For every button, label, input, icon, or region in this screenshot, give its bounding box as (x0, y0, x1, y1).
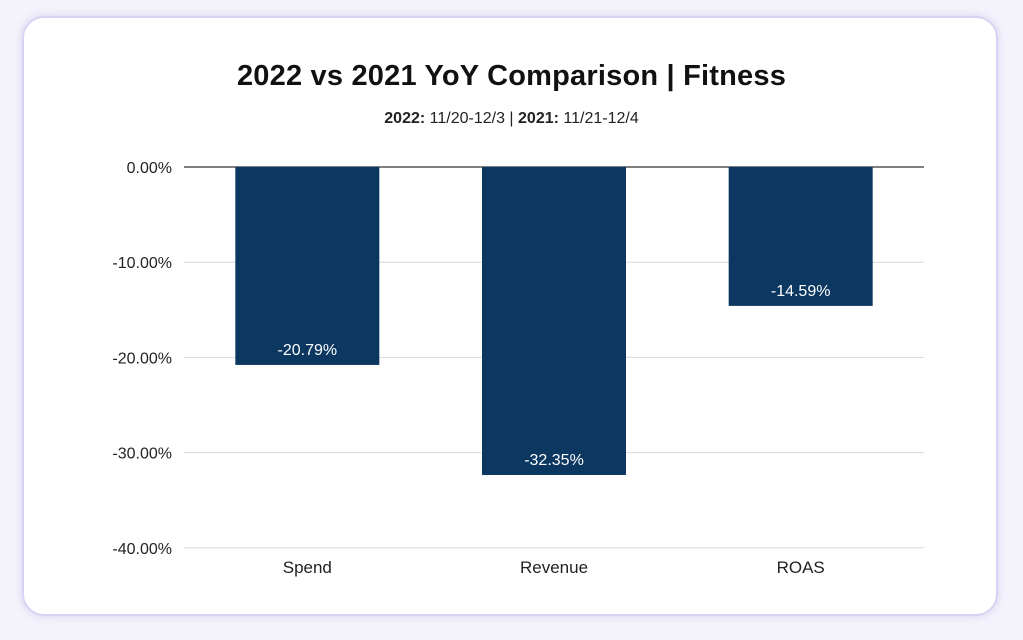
y-tick-label: -40.00% (112, 541, 172, 558)
x-category-label: ROAS (777, 558, 825, 577)
x-category-label: Revenue (520, 558, 588, 577)
bar-spend (235, 167, 380, 365)
data-label: -20.79% (278, 342, 338, 359)
bar-revenue (482, 167, 626, 475)
subtitle-range-2021: 11/21-12/4 (563, 110, 639, 127)
data-label: -14.59% (771, 283, 831, 300)
data-label: -32.35% (524, 452, 584, 469)
y-tick-label: -30.00% (112, 446, 172, 463)
subtitle-separator: | (509, 110, 514, 127)
subtitle-label-2022: 2022: (384, 110, 426, 127)
subtitle-label-2021: 2021: (518, 110, 559, 127)
y-tick-label: 0.00% (127, 160, 172, 177)
chart-subtitle: 2022: 11/20-12/3 | 2021: 11/21-12/4 (0, 110, 1023, 128)
y-tick-label: -20.00% (112, 350, 172, 367)
subtitle-range-2022: 11/20-12/3 (429, 110, 505, 127)
bar-roas (728, 167, 873, 306)
x-category-label: Spend (283, 558, 332, 577)
chart-title: 2022 vs 2021 YoY Comparison | Fitness (236, 60, 787, 92)
y-tick-label: -10.00% (112, 255, 172, 272)
